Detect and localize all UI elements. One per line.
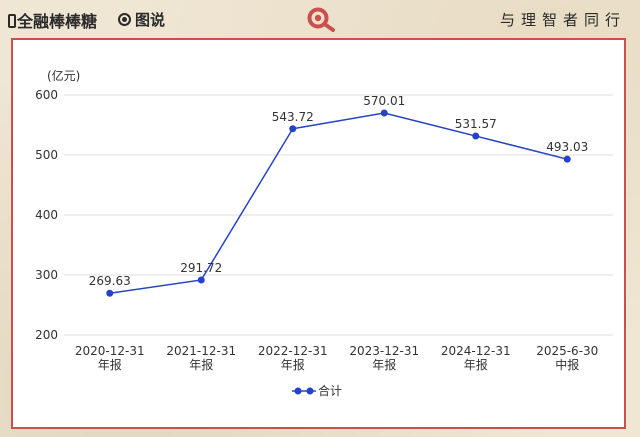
y-tick-label: 400 [35, 208, 58, 222]
y-tick-label: 300 [35, 268, 58, 282]
x-tick-label: 2022-12-31 [258, 344, 328, 358]
data-label: 531.57 [455, 117, 497, 131]
legend-marker [306, 387, 314, 395]
brand-name: 全融棒棒糖 [17, 12, 98, 31]
x-tick-sublabel: 年报 [98, 357, 122, 372]
chart-panel: 200 300 400 500 600 (亿元) 2020-12-31 年报 2021-12-3… [11, 38, 626, 429]
data-point [106, 289, 114, 297]
y-unit-label: (亿元) [47, 68, 80, 83]
data-point [472, 132, 480, 140]
x-tick-label: 2023-12-31 [349, 344, 419, 358]
legend-marker [294, 387, 302, 395]
line-chart: 200300400500600(亿元)2020-12-31年报2021-12-3… [35, 68, 613, 398]
data-label: 543.72 [272, 110, 314, 124]
magnifier-icon [307, 7, 335, 32]
data-point [563, 155, 571, 163]
y-tick-label: 500 [35, 148, 58, 162]
x-tick-sublabel: 年报 [281, 357, 305, 372]
data-label: 291.72 [180, 261, 222, 275]
target-dot-icon [118, 13, 131, 26]
x-tick-sublabel: 年报 [464, 357, 488, 372]
data-point [380, 109, 388, 117]
data-label: 570.01 [363, 94, 405, 108]
slogan: 与理智者同行 [499, 11, 626, 29]
x-tick-sublabel: 年报 [189, 357, 213, 372]
section-tag-label: 图说 [135, 11, 166, 29]
y-tick-label: 200 [35, 328, 58, 342]
y-tick-label: 600 [35, 88, 58, 102]
legend-label: 合计 [318, 383, 342, 398]
x-tick-label: 2025-6-30 [536, 344, 598, 358]
x-tick-label: 2024-12-31 [441, 344, 511, 358]
x-tick-label: 2020-12-31 [75, 344, 145, 358]
section-tag: 图说 [118, 9, 165, 30]
header: 全融棒棒糖 图说 与理智者同行 [0, 0, 640, 38]
x-tick-sublabel: 年报 [372, 357, 396, 372]
data-label: 493.03 [546, 140, 588, 154]
data-label: 269.63 [89, 274, 131, 288]
series-line-0 [109, 112, 568, 294]
x-tick-sublabel: 中报 [555, 357, 579, 372]
x-tick-label: 2021-12-31 [166, 344, 236, 358]
data-point [197, 276, 205, 284]
brand-mark-icon [8, 14, 16, 28]
brand-logo: 全融棒棒糖 [8, 8, 97, 32]
data-point [289, 125, 297, 133]
